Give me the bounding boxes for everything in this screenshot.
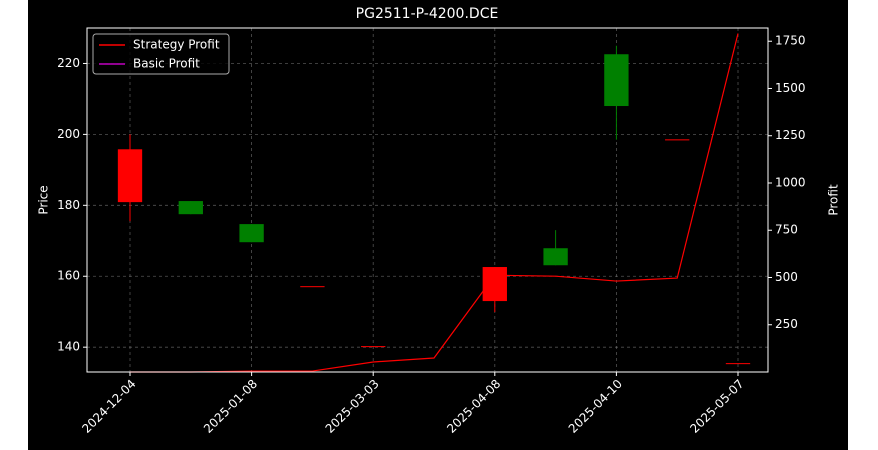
candle-body bbox=[604, 54, 629, 107]
candle-body bbox=[482, 267, 507, 302]
y-tick-label: 140 bbox=[57, 340, 80, 354]
candle-body bbox=[117, 149, 143, 203]
y2-tick-label: 250 bbox=[775, 317, 798, 331]
candle-body bbox=[300, 286, 325, 288]
candle-body bbox=[361, 346, 386, 348]
candle-body bbox=[239, 224, 264, 243]
legend-label: Strategy Profit bbox=[133, 38, 220, 52]
y2-axis-label: Profit bbox=[827, 184, 841, 216]
figure-background bbox=[28, 0, 848, 450]
y-axis-label: Price bbox=[37, 185, 51, 214]
y2-tick-label: 1000 bbox=[775, 175, 806, 189]
profit-line bbox=[130, 33, 739, 373]
y-tick-label: 200 bbox=[57, 127, 80, 141]
y2-tick-label: 1750 bbox=[775, 34, 806, 48]
candle-body bbox=[725, 363, 751, 365]
candle-body bbox=[665, 139, 690, 141]
y-tick-label: 180 bbox=[57, 198, 80, 212]
y2-tick-label: 1250 bbox=[775, 128, 806, 142]
y2-tick-label: 1500 bbox=[775, 81, 806, 95]
chart-title: PG2511-P-4200.DCE bbox=[356, 6, 499, 22]
y2-tick-label: 750 bbox=[775, 223, 798, 237]
y-tick-label: 220 bbox=[57, 56, 80, 70]
y2-tick-label: 500 bbox=[775, 270, 798, 284]
plot-frame bbox=[86, 27, 769, 373]
legend-label: Basic Profit bbox=[133, 57, 200, 71]
y-tick-label: 160 bbox=[57, 269, 80, 283]
candle-body bbox=[178, 201, 203, 215]
legend-box bbox=[92, 33, 230, 75]
candle-body bbox=[543, 248, 568, 266]
